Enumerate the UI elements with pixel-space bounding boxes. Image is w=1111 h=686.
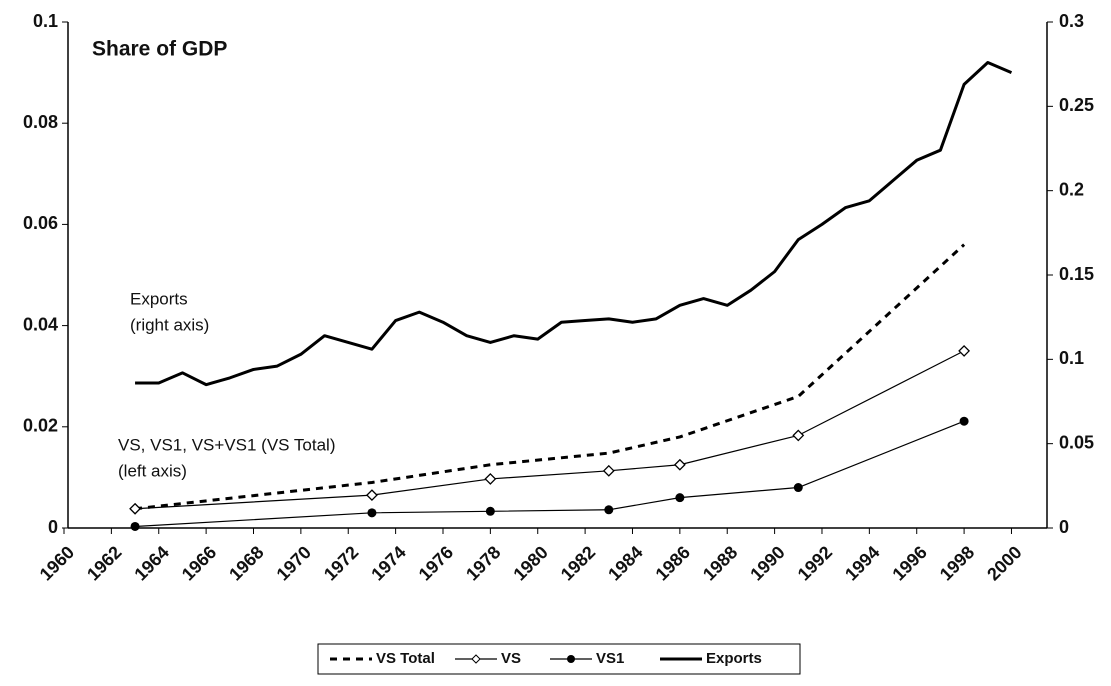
x-tick-label: 1990 [746, 542, 788, 584]
marker [673, 458, 686, 471]
x-tick-label: 1984 [604, 542, 646, 584]
x-tick-label: 1986 [652, 542, 694, 584]
marker [675, 493, 685, 503]
legend-marker [567, 655, 575, 663]
series-line [135, 60, 1013, 387]
x-tick-label: 1964 [130, 542, 172, 584]
y2-tick-label: 0 [1059, 517, 1069, 537]
x-tick-label: 1978 [462, 542, 504, 584]
legend-marker [471, 654, 481, 664]
series-line [135, 350, 965, 510]
x-tick-label: 1966 [178, 542, 220, 584]
y2-tick-label: 0.15 [1059, 264, 1094, 284]
x-tick-label: 1992 [794, 542, 836, 584]
x-tick-label: 1988 [699, 542, 741, 584]
marker [958, 344, 971, 357]
marker [130, 521, 140, 531]
marker [602, 464, 615, 477]
marker [129, 502, 141, 515]
y-tick-label: 0.08 [23, 112, 58, 132]
x-tick-label: 1970 [273, 542, 315, 584]
y2-tick-label: 0.25 [1059, 95, 1094, 115]
annotation: (left axis) [118, 461, 187, 480]
x-tick-label: 1996 [888, 542, 930, 584]
x-tick-label: 1998 [936, 542, 978, 584]
x-tick-label: 1962 [83, 542, 125, 584]
y-tick-label: 0.04 [23, 314, 58, 334]
marker [366, 489, 378, 502]
marker [959, 416, 969, 426]
x-tick-label: 1960 [36, 542, 78, 584]
legend-label: VS1 [596, 650, 624, 667]
annotation: Exports [130, 289, 188, 308]
legend-label: Exports [706, 650, 762, 667]
x-tick-label: 2000 [983, 542, 1025, 584]
y-tick-label: 0 [48, 517, 58, 537]
marker [604, 505, 614, 515]
y2-tick-label: 0.1 [1059, 348, 1084, 368]
marker [792, 429, 805, 442]
y2-tick-label: 0.2 [1059, 179, 1084, 199]
y2-tick-label: 0.05 [1059, 432, 1094, 452]
y2-tick-label: 0.3 [1059, 11, 1084, 31]
annotation: VS, VS1, VS+VS1 (VS Total) [118, 435, 336, 454]
series-line [134, 243, 966, 511]
x-tick-label: 1982 [557, 542, 599, 584]
x-tick-label: 1972 [320, 542, 362, 584]
marker [367, 508, 377, 518]
marker [485, 506, 495, 516]
annotation: (right axis) [130, 315, 209, 334]
x-tick-label: 1968 [225, 542, 267, 584]
marker [793, 483, 803, 493]
marker [484, 472, 497, 485]
chart-title: Share of GDP [92, 38, 227, 61]
y-tick-label: 0.02 [23, 416, 58, 436]
x-tick-label: 1980 [509, 542, 551, 584]
x-tick-label: 1974 [367, 542, 409, 584]
legend-label: VS Total [376, 650, 435, 667]
y-tick-label: 0.1 [33, 11, 58, 31]
legend-label: VS [501, 650, 521, 667]
x-tick-label: 1976 [415, 542, 457, 584]
y-tick-label: 0.06 [23, 213, 58, 233]
x-tick-label: 1994 [841, 542, 883, 584]
